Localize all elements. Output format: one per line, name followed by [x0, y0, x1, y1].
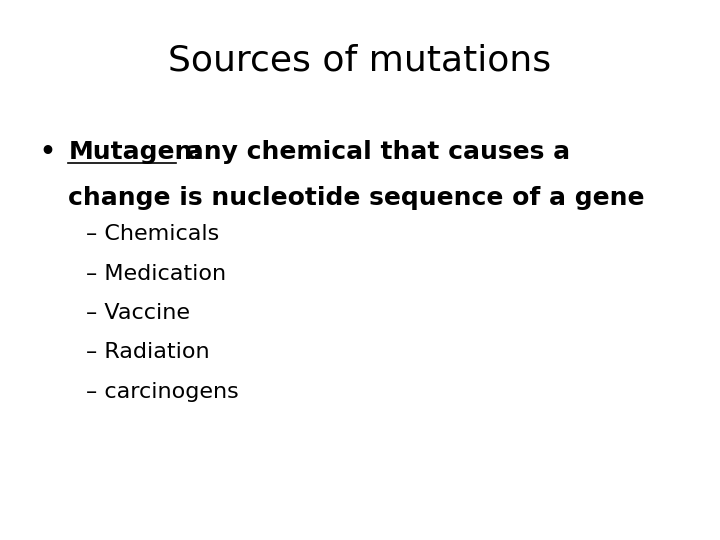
- Text: – carcinogens: – carcinogens: [86, 382, 239, 402]
- Text: •: •: [40, 140, 55, 164]
- Text: Mutagen:: Mutagen:: [68, 140, 202, 164]
- Text: – Radiation: – Radiation: [86, 342, 210, 362]
- Text: – Vaccine: – Vaccine: [86, 303, 190, 323]
- Text: – Chemicals: – Chemicals: [86, 224, 220, 244]
- Text: – Medication: – Medication: [86, 264, 227, 284]
- Text: Sources of mutations: Sources of mutations: [168, 43, 552, 77]
- Text: any chemical that causes a: any chemical that causes a: [178, 140, 570, 164]
- Text: change is nucleotide sequence of a gene: change is nucleotide sequence of a gene: [68, 186, 645, 210]
